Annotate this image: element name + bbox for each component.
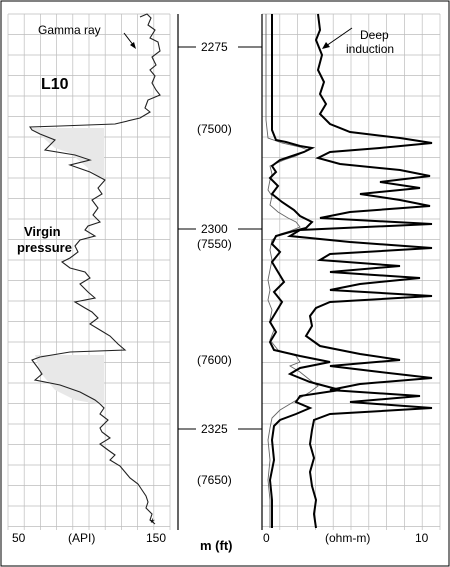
resistivity-scale-max: 10: [415, 531, 429, 545]
gamma-scale-max: 150: [146, 531, 166, 545]
gamma-curve-end-marker: *: [150, 516, 155, 530]
gamma-curve-label: Gamma ray: [38, 23, 101, 37]
gamma-sand-shading-lower: [35, 355, 104, 405]
depth-ticks: [178, 46, 262, 430]
depth-feet-7550: (7550): [197, 237, 232, 251]
depth-feet-7650: (7650): [197, 473, 232, 487]
gamma-scale-min: 50: [12, 531, 26, 545]
zone-label: L10: [41, 76, 69, 93]
deep-curve-label-line2: induction: [346, 42, 394, 56]
deep-label-arrow: [325, 27, 353, 47]
resistivity-scale-unit: (ohm-m): [325, 531, 370, 545]
deep-curve-label-line1: Deep: [360, 28, 389, 42]
depth-metre-2300: 2300: [201, 222, 228, 236]
depth-metre-2275: 2275: [201, 40, 228, 54]
resistivity-scale-min: 0: [263, 531, 270, 545]
pressure-label-line1: Virgin: [24, 224, 61, 239]
gamma-sand-shading: [30, 128, 104, 178]
pressure-label-line2: pressure: [17, 240, 72, 255]
depth-feet-7600: (7600): [197, 353, 232, 367]
depth-unit-label: m (ft): [200, 538, 233, 553]
depth-feet-7500: (7500): [197, 122, 232, 136]
deep-arrow-head: [322, 42, 330, 49]
depth-metre-2325: 2325: [201, 422, 228, 436]
medium-resistivity-curve: [268, 14, 341, 528]
gamma-scale-unit: (API): [68, 531, 95, 545]
gamma-ray-curve: [28, 13, 161, 525]
gamma-arrow-head: [130, 42, 136, 49]
deep-induction-curve: [286, 13, 433, 529]
shallow-resistivity-curve: [265, 14, 319, 528]
